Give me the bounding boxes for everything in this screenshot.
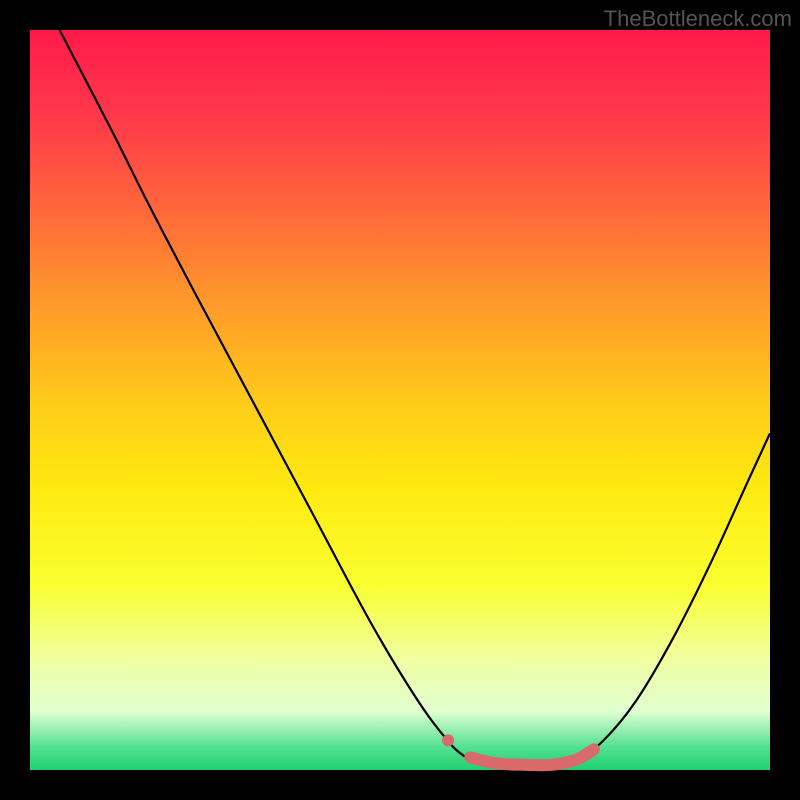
highlight-dot — [442, 734, 454, 746]
plot-area — [30, 30, 770, 770]
bottleneck-curve — [60, 30, 770, 765]
highlight-segment — [470, 749, 594, 765]
watermark-text: TheBottleneck.com — [604, 6, 792, 32]
chart-canvas: TheBottleneck.com — [0, 0, 800, 800]
curve-layer — [30, 30, 770, 770]
